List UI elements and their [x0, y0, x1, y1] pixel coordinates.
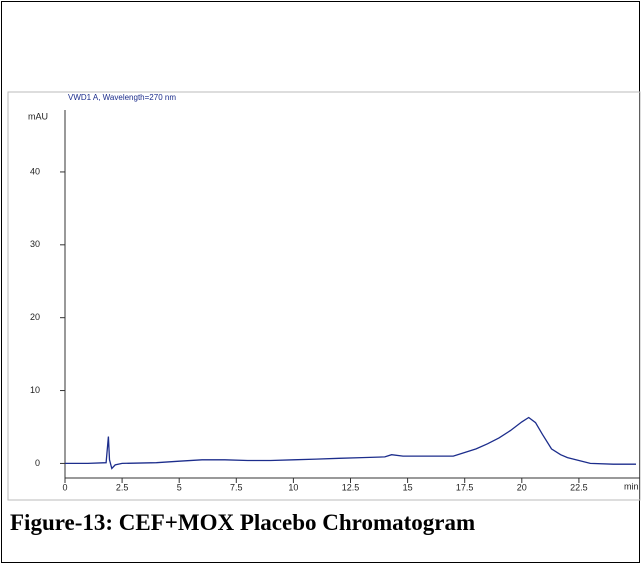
- x-tick-label: 12.5: [342, 482, 360, 492]
- chart-title: VWD1 A, Wavelength=270 nm: [68, 93, 176, 102]
- y-tick-label: 20: [30, 312, 40, 322]
- y-axis-label: mAU: [28, 111, 48, 121]
- x-tick-label: 5: [177, 482, 182, 492]
- caption: Figure-13: CEF+MOX Placebo Chromatogram: [10, 510, 476, 535]
- x-tick-label: 2.5: [116, 482, 129, 492]
- y-tick-label: 30: [30, 239, 40, 249]
- x-tick-label: 20: [517, 482, 527, 492]
- x-tick-label: 22.5: [570, 482, 588, 492]
- x-tick-label: 15: [403, 482, 413, 492]
- x-tick-label: 7.5: [230, 482, 243, 492]
- chart-border: [7, 91, 641, 501]
- x-axis-label: min: [624, 481, 639, 491]
- x-tick-label: 17.5: [456, 482, 474, 492]
- y-tick-label: 0: [35, 458, 40, 468]
- chromatogram-line: [65, 416, 636, 470]
- x-tick-label: 0: [62, 482, 67, 492]
- x-tick-label: 10: [288, 482, 298, 492]
- y-tick-label: 40: [30, 166, 40, 176]
- y-tick-label: 10: [30, 385, 40, 395]
